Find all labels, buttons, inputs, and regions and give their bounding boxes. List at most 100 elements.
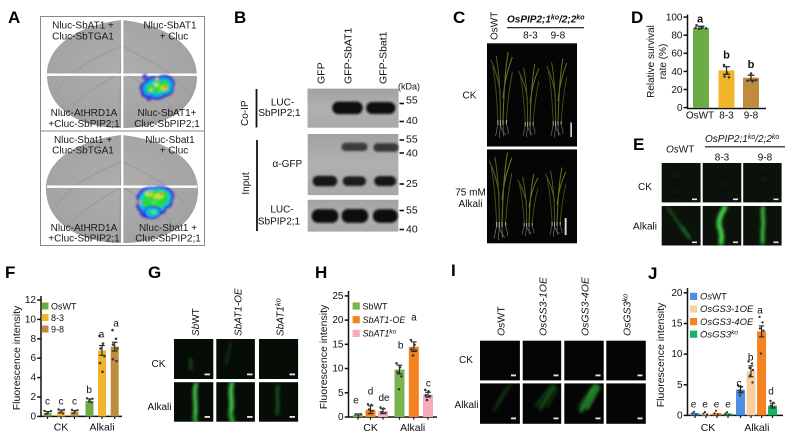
svg-text:Nluc-SbAT1: Nluc-SbAT1	[143, 21, 197, 32]
svg-text:5: 5	[677, 380, 683, 391]
svg-text:Cluc-SbTGA1: Cluc-SbTGA1	[52, 31, 114, 42]
svg-text:SbAT1ko: SbAT1ko	[274, 298, 287, 336]
svg-text:6: 6	[30, 353, 36, 364]
svg-text:OsWT: OsWT	[686, 111, 714, 122]
svg-text:Nluc-Sbat1: Nluc-Sbat1	[145, 135, 195, 146]
svg-text:+ Cluc: + Cluc	[160, 146, 189, 157]
svg-text:b: b	[748, 352, 754, 363]
svg-text:d: d	[368, 387, 374, 398]
svg-text:15: 15	[332, 339, 344, 350]
svg-text:SbAT1ko: SbAT1ko	[363, 329, 397, 339]
svg-text:b: b	[723, 50, 730, 62]
svg-text:OsWT: OsWT	[496, 306, 508, 336]
svg-text:a: a	[757, 305, 763, 316]
svg-text:9-8: 9-8	[551, 31, 566, 42]
svg-text:55: 55	[406, 134, 418, 146]
svg-text:CK: CK	[459, 355, 473, 366]
svg-text:e: e	[725, 400, 731, 411]
svg-text:40: 40	[406, 148, 418, 160]
svg-text:Fluorescence intensity: Fluorescence intensity	[318, 304, 330, 409]
svg-text:SbAT1-OE: SbAT1-OE	[234, 288, 245, 336]
svg-text:CK: CK	[701, 422, 716, 434]
svg-text:SbWT: SbWT	[363, 301, 389, 311]
svg-text:15: 15	[671, 319, 683, 330]
svg-text:Nluc-Sbat1 +: Nluc-Sbat1 +	[54, 135, 112, 146]
svg-text:75 mM: 75 mM	[455, 188, 486, 199]
svg-text:100: 100	[666, 13, 683, 24]
svg-text:25: 25	[332, 291, 344, 302]
svg-text:c: c	[45, 397, 50, 408]
svg-text:CK: CK	[152, 359, 166, 370]
svg-text:40: 40	[671, 67, 683, 78]
svg-text:25: 25	[406, 178, 418, 190]
svg-text:8-3: 8-3	[51, 313, 64, 323]
svg-text:60: 60	[671, 49, 683, 60]
svg-text:4: 4	[30, 373, 36, 384]
svg-text:Nluc-Sbat1 +: Nluc-Sbat1 +	[139, 223, 197, 234]
svg-text:a: a	[697, 14, 704, 26]
svg-text:(kDa): (kDa)	[398, 82, 420, 92]
svg-text:OsWT: OsWT	[700, 292, 727, 303]
svg-text:80: 80	[671, 31, 683, 42]
svg-text:55: 55	[406, 95, 418, 107]
svg-text:c: c	[737, 379, 742, 390]
svg-text:Alkali: Alkali	[459, 199, 483, 210]
svg-text:OsGS3-1OE: OsGS3-1OE	[538, 276, 550, 336]
svg-text:Alkali: Alkali	[89, 422, 114, 434]
svg-text:12: 12	[25, 295, 37, 306]
svg-text:b: b	[86, 385, 92, 396]
svg-text:Alkali: Alkali	[455, 400, 479, 411]
svg-text:Alkali: Alkali	[400, 422, 425, 434]
svg-text:9-8: 9-8	[51, 324, 64, 334]
svg-text:10: 10	[671, 349, 683, 360]
svg-text:e: e	[702, 400, 708, 411]
svg-text:+ Cluc: + Cluc	[160, 31, 189, 42]
svg-text:α-GFP: α-GFP	[272, 159, 302, 170]
svg-text:LUC-: LUC-	[271, 97, 294, 108]
svg-text:+Cluc-SbPIP2;1: +Cluc-SbPIP2;1	[48, 119, 120, 130]
svg-text:Cluc-SbTGA1: Cluc-SbTGA1	[52, 146, 114, 157]
svg-text:Alkali: Alkali	[744, 422, 769, 434]
svg-text:Fluorescence intensity: Fluorescence intensity	[655, 302, 667, 407]
svg-text:+Cluc-SbPIP2;1: +Cluc-SbPIP2;1	[48, 234, 120, 245]
svg-text:40: 40	[406, 224, 418, 236]
svg-text:10: 10	[332, 364, 344, 375]
svg-text:Cluc-SbPIP2;1: Cluc-SbPIP2;1	[135, 234, 201, 245]
svg-text:20: 20	[332, 315, 344, 326]
svg-text:de: de	[378, 393, 390, 404]
svg-text:8-3: 8-3	[719, 111, 734, 122]
svg-text:Alkali: Alkali	[633, 222, 657, 233]
svg-text:10: 10	[25, 314, 37, 325]
svg-text:OsGS3-4OE: OsGS3-4OE	[700, 317, 754, 328]
svg-text:b: b	[398, 341, 404, 352]
svg-text:OsGS3-1OE: OsGS3-1OE	[700, 304, 754, 315]
svg-text:CK: CK	[463, 91, 477, 102]
svg-text:0: 0	[677, 410, 683, 421]
svg-text:2: 2	[30, 392, 36, 403]
svg-text:b: b	[748, 59, 755, 71]
svg-text:e: e	[691, 400, 697, 411]
svg-text:0: 0	[30, 411, 36, 422]
svg-text:CK: CK	[363, 422, 378, 434]
svg-text:0: 0	[677, 103, 683, 114]
svg-text:SbPIP2;1: SbPIP2;1	[258, 217, 301, 228]
svg-text:SbPIP2;1: SbPIP2;1	[258, 108, 301, 119]
svg-text:GFP-Sbat1: GFP-Sbat1	[378, 31, 390, 84]
svg-text:a: a	[411, 313, 417, 324]
svg-text:a: a	[99, 330, 105, 341]
svg-text:8-3: 8-3	[715, 153, 730, 164]
svg-text:c: c	[59, 397, 64, 408]
svg-text:OsGS3-4OE: OsGS3-4OE	[580, 276, 592, 336]
svg-text:Nluc-SbAT1 +: Nluc-SbAT1 +	[52, 21, 114, 32]
svg-text:Alkali: Alkali	[148, 402, 172, 413]
svg-text:e: e	[714, 400, 720, 411]
svg-text:OsGS3ko: OsGS3ko	[700, 329, 738, 340]
svg-text:9-8: 9-8	[744, 111, 759, 122]
svg-text:CK: CK	[54, 422, 69, 434]
svg-text:55: 55	[406, 205, 418, 217]
svg-text:OsPIP2;1ko/2;2ko: OsPIP2;1ko/2;2ko	[507, 15, 585, 26]
svg-text:Cluc-SbPIP2;1: Cluc-SbPIP2;1	[134, 119, 200, 130]
svg-text:GFP: GFP	[316, 62, 328, 84]
svg-text:Nluc-AtHRD1A: Nluc-AtHRD1A	[51, 108, 118, 119]
svg-text:c: c	[426, 378, 431, 389]
